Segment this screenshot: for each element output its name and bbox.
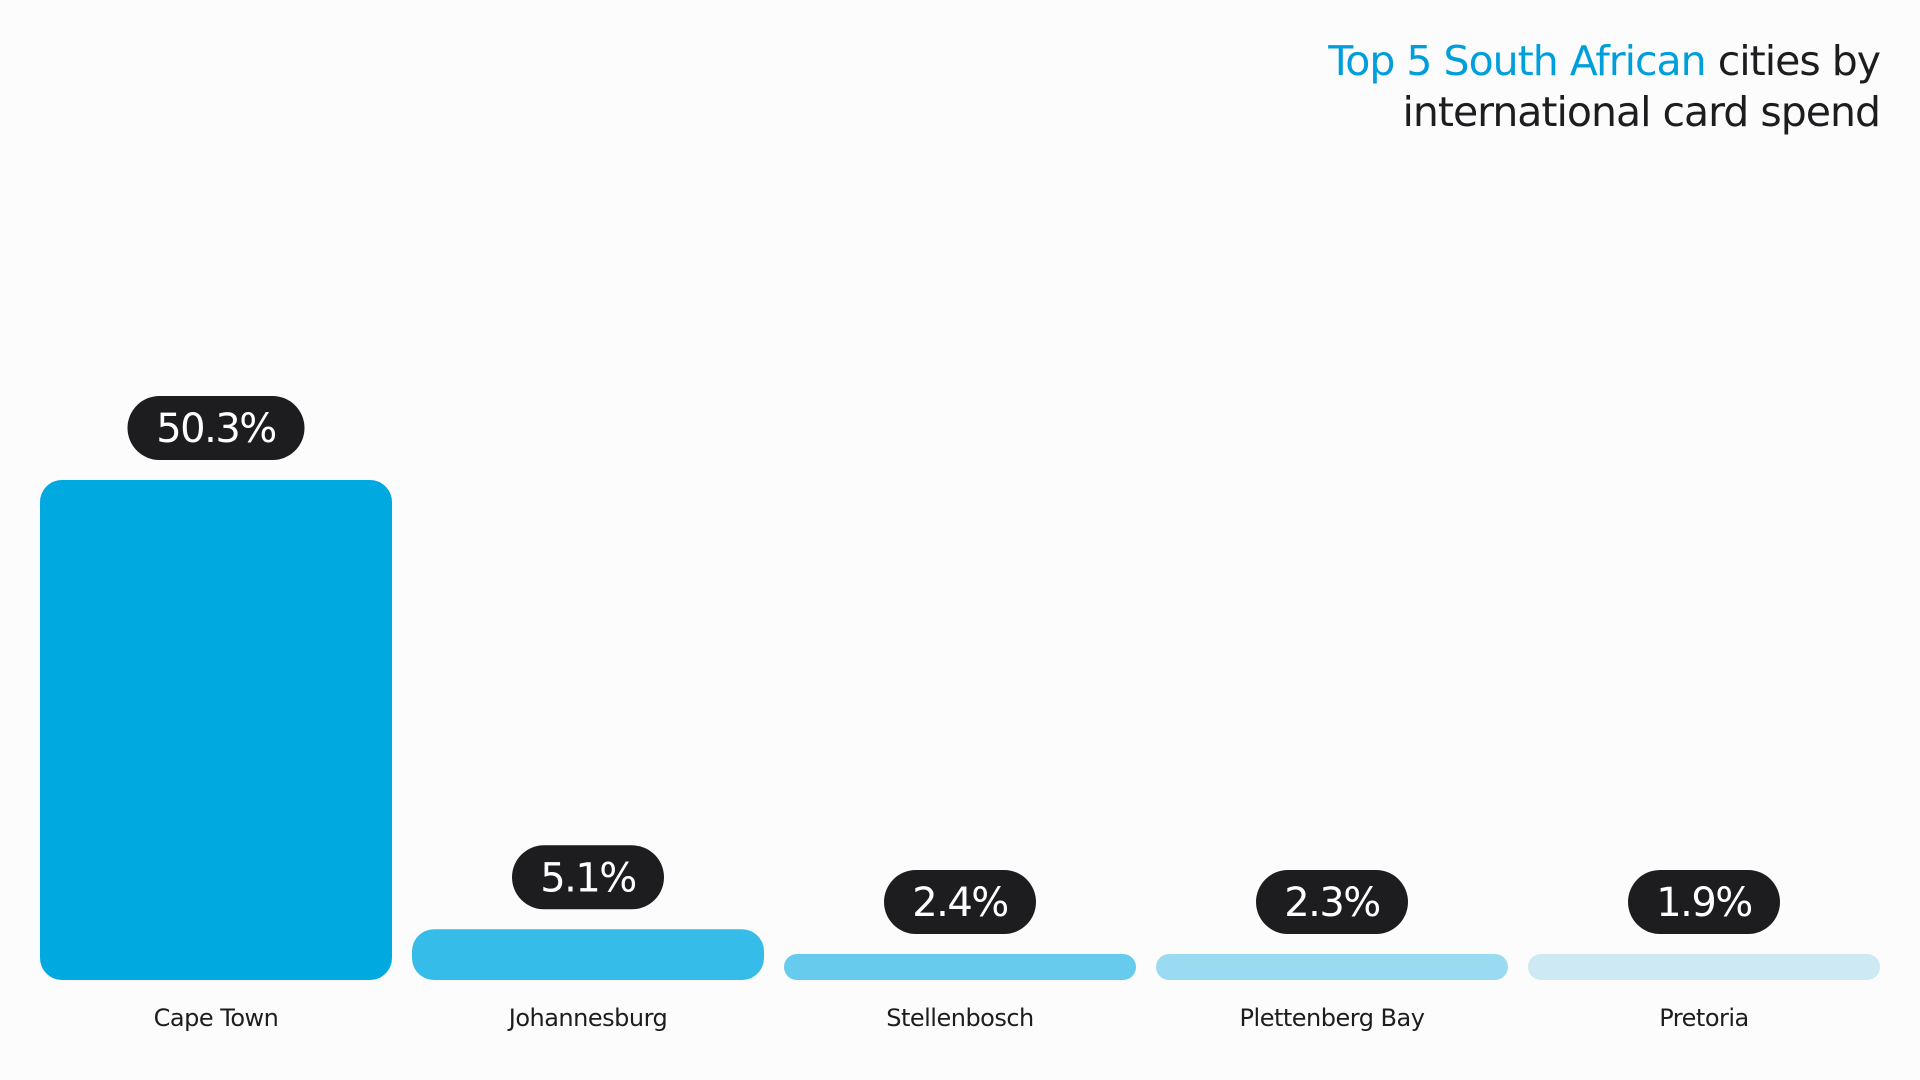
value-label-cape-town: 50.3%: [156, 406, 276, 452]
value-badge-pretoria: [1628, 870, 1780, 934]
category-label-johannesburg: Johannesburg: [507, 1004, 668, 1032]
value-label-johannesburg: 5.1%: [540, 855, 636, 901]
bar-plettenberg-bay: [1156, 954, 1508, 980]
bar-cape-town: [40, 480, 392, 980]
value-label-pretoria: 1.9%: [1656, 880, 1752, 926]
value-badge-cape-town: [127, 396, 305, 460]
chart-title-line2: international card spend: [1402, 88, 1881, 136]
value-label-plettenberg-bay: 2.3%: [1284, 880, 1380, 926]
bar-johannesburg: [412, 929, 764, 980]
chart-title-highlight: Top 5 South African: [1328, 37, 1706, 85]
chart-title: Top 5 South African cities by internatio…: [1328, 36, 1881, 138]
category-label-plettenberg-bay: Plettenberg Bay: [1240, 1004, 1425, 1032]
value-badge-plettenberg-bay: [1256, 870, 1408, 934]
category-label-cape-town: Cape Town: [154, 1004, 279, 1032]
value-badge-johannesburg: [512, 845, 664, 910]
bar-stellenbosch: [784, 954, 1136, 980]
bar-pretoria: [1528, 954, 1880, 980]
category-label-stellenbosch: Stellenbosch: [886, 1004, 1034, 1032]
category-label-pretoria: Pretoria: [1659, 1004, 1749, 1032]
value-label-stellenbosch: 2.4%: [912, 880, 1008, 926]
value-badge-stellenbosch: [884, 870, 1036, 934]
chart-title-line1-rest: cities by: [1705, 37, 1881, 85]
